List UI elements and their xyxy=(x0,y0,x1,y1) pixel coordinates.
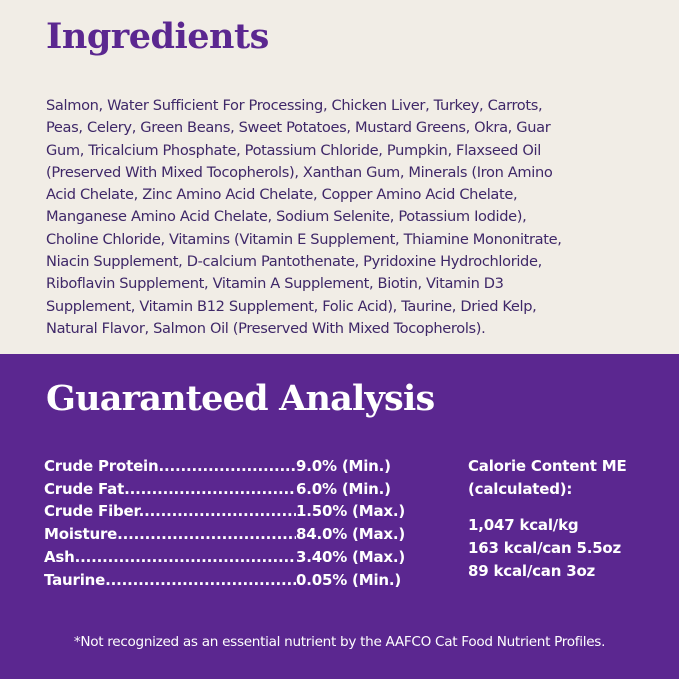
calorie-value: 89 kcal/can 3oz xyxy=(468,561,596,580)
nutrient-label: Crude Fat...............................… xyxy=(44,479,296,498)
ingredients-line: Natural Flavor, Salmon Oil (Preserved Wi… xyxy=(46,319,486,337)
analysis-title: Guaranteed Analysis xyxy=(46,378,435,419)
ingredients-title: Ingredients xyxy=(46,16,269,57)
analysis-row: Ash.....................................… xyxy=(44,546,405,569)
analysis-row: Crude Protein.......................... 9… xyxy=(44,455,405,478)
ingredients-line: Salmon, Water Sufficient For Processing,… xyxy=(46,97,543,114)
ingredients-line: (Preserved With Mixed Tocopherols), Xant… xyxy=(46,163,553,181)
nutrient-label: Ash.....................................… xyxy=(44,547,296,566)
nutrient-value: 9.0% (Min.) xyxy=(296,457,391,475)
analysis-row: Taurine.................................… xyxy=(44,569,405,592)
calorie-subheading: (calculated): xyxy=(468,479,573,498)
analysis-row: Moisture................................… xyxy=(44,523,405,546)
analysis-row: Crude Fiber.............................… xyxy=(44,500,405,523)
ingredients-line: Gum, Tricalcium Phosphate, Potassium Chl… xyxy=(46,141,541,159)
nutrient-label: Taurine.................................… xyxy=(44,570,296,589)
nutrient-value: 1.50% (Max.) xyxy=(296,502,405,521)
ingredients-line: Niacin Supplement, D-calcium Pantothenat… xyxy=(46,253,542,271)
nutrient-label: Moisture................................… xyxy=(44,525,296,544)
footnote: *Not recognized as an essential nutrient… xyxy=(73,634,606,650)
guaranteed-analysis-section: Guaranteed Analysis Crude Protein.......… xyxy=(0,354,679,679)
nutrient-label: Crude Fiber.............................… xyxy=(44,502,296,521)
nutrient-value: 3.40% (Max.) xyxy=(296,547,405,566)
nutrient-value: 6.0% (Min.) xyxy=(296,479,391,498)
ingredients-line: Acid Chelate, Zinc Amino Acid Chelate, C… xyxy=(46,186,518,204)
calorie-value: 1,047 kcal/kg xyxy=(468,516,579,535)
calorie-heading: Calorie Content ME xyxy=(468,457,627,475)
calorie-value: 163 kcal/can 5.5oz xyxy=(468,539,622,558)
ingredients-line: Riboflavin Supplement, Vitamin A Supplem… xyxy=(46,275,504,293)
nutrient-value: 0.05% (Min.) xyxy=(296,570,402,589)
ingredients-line: Supplement, Vitamin B12 Supplement, Foli… xyxy=(46,297,537,315)
ingredients-section: Ingredients Salmon, Water Sufficient For… xyxy=(0,0,679,354)
ingredients-line: Peas, Celery, Green Beans, Sweet Potatoe… xyxy=(46,119,551,137)
ingredients-list: Salmon, Water Sufficient For Processing,… xyxy=(46,95,562,340)
calorie-content: Calorie Content ME (calculated): 1,047 k… xyxy=(468,455,627,583)
ingredients-line: Manganese Amino Acid Chelate, Sodium Sel… xyxy=(46,208,527,226)
nutrient-value: 84.0% (Max.) xyxy=(296,525,405,544)
nutrient-label: Crude Protein.......................... xyxy=(44,457,296,475)
analysis-row: Crude Fat...............................… xyxy=(44,478,405,501)
ingredients-line: Choline Chloride, Vitamins (Vitamin E Su… xyxy=(46,230,562,248)
analysis-table: Crude Protein.......................... 9… xyxy=(44,455,405,591)
